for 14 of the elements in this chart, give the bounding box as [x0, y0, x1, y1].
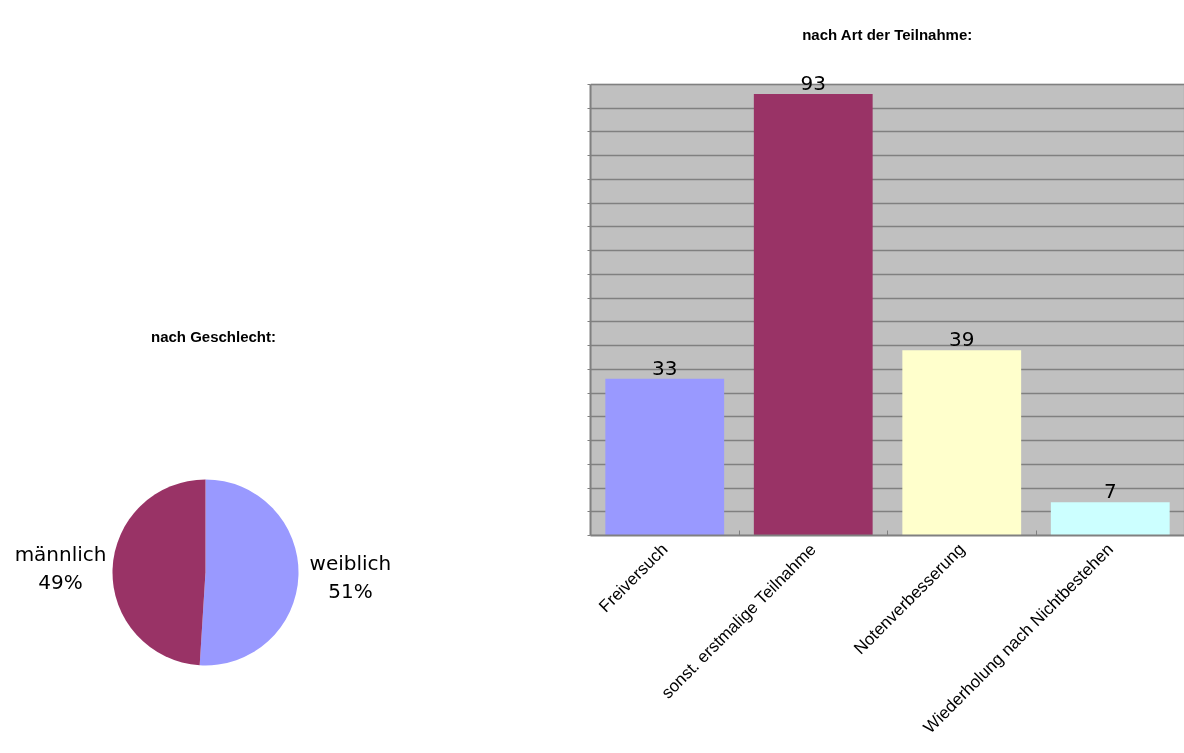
bar — [902, 350, 1022, 536]
data-label: 93 — [800, 70, 826, 95]
data-label: 39 — [949, 327, 975, 352]
chart-title: nach Geschlecht: — [150, 327, 277, 345]
data-label: 7 — [1103, 479, 1117, 504]
data-label: 33 — [652, 355, 678, 380]
data-label: 51% — [328, 579, 373, 604]
chart-title: nach Art der Teilnahme: — [802, 25, 973, 43]
slice-label: männlich — [14, 541, 107, 566]
bar — [1050, 502, 1170, 536]
bar — [605, 378, 725, 536]
slice-label: weiblich — [309, 550, 392, 575]
data-label: 49% — [38, 570, 83, 595]
bar — [753, 93, 873, 536]
